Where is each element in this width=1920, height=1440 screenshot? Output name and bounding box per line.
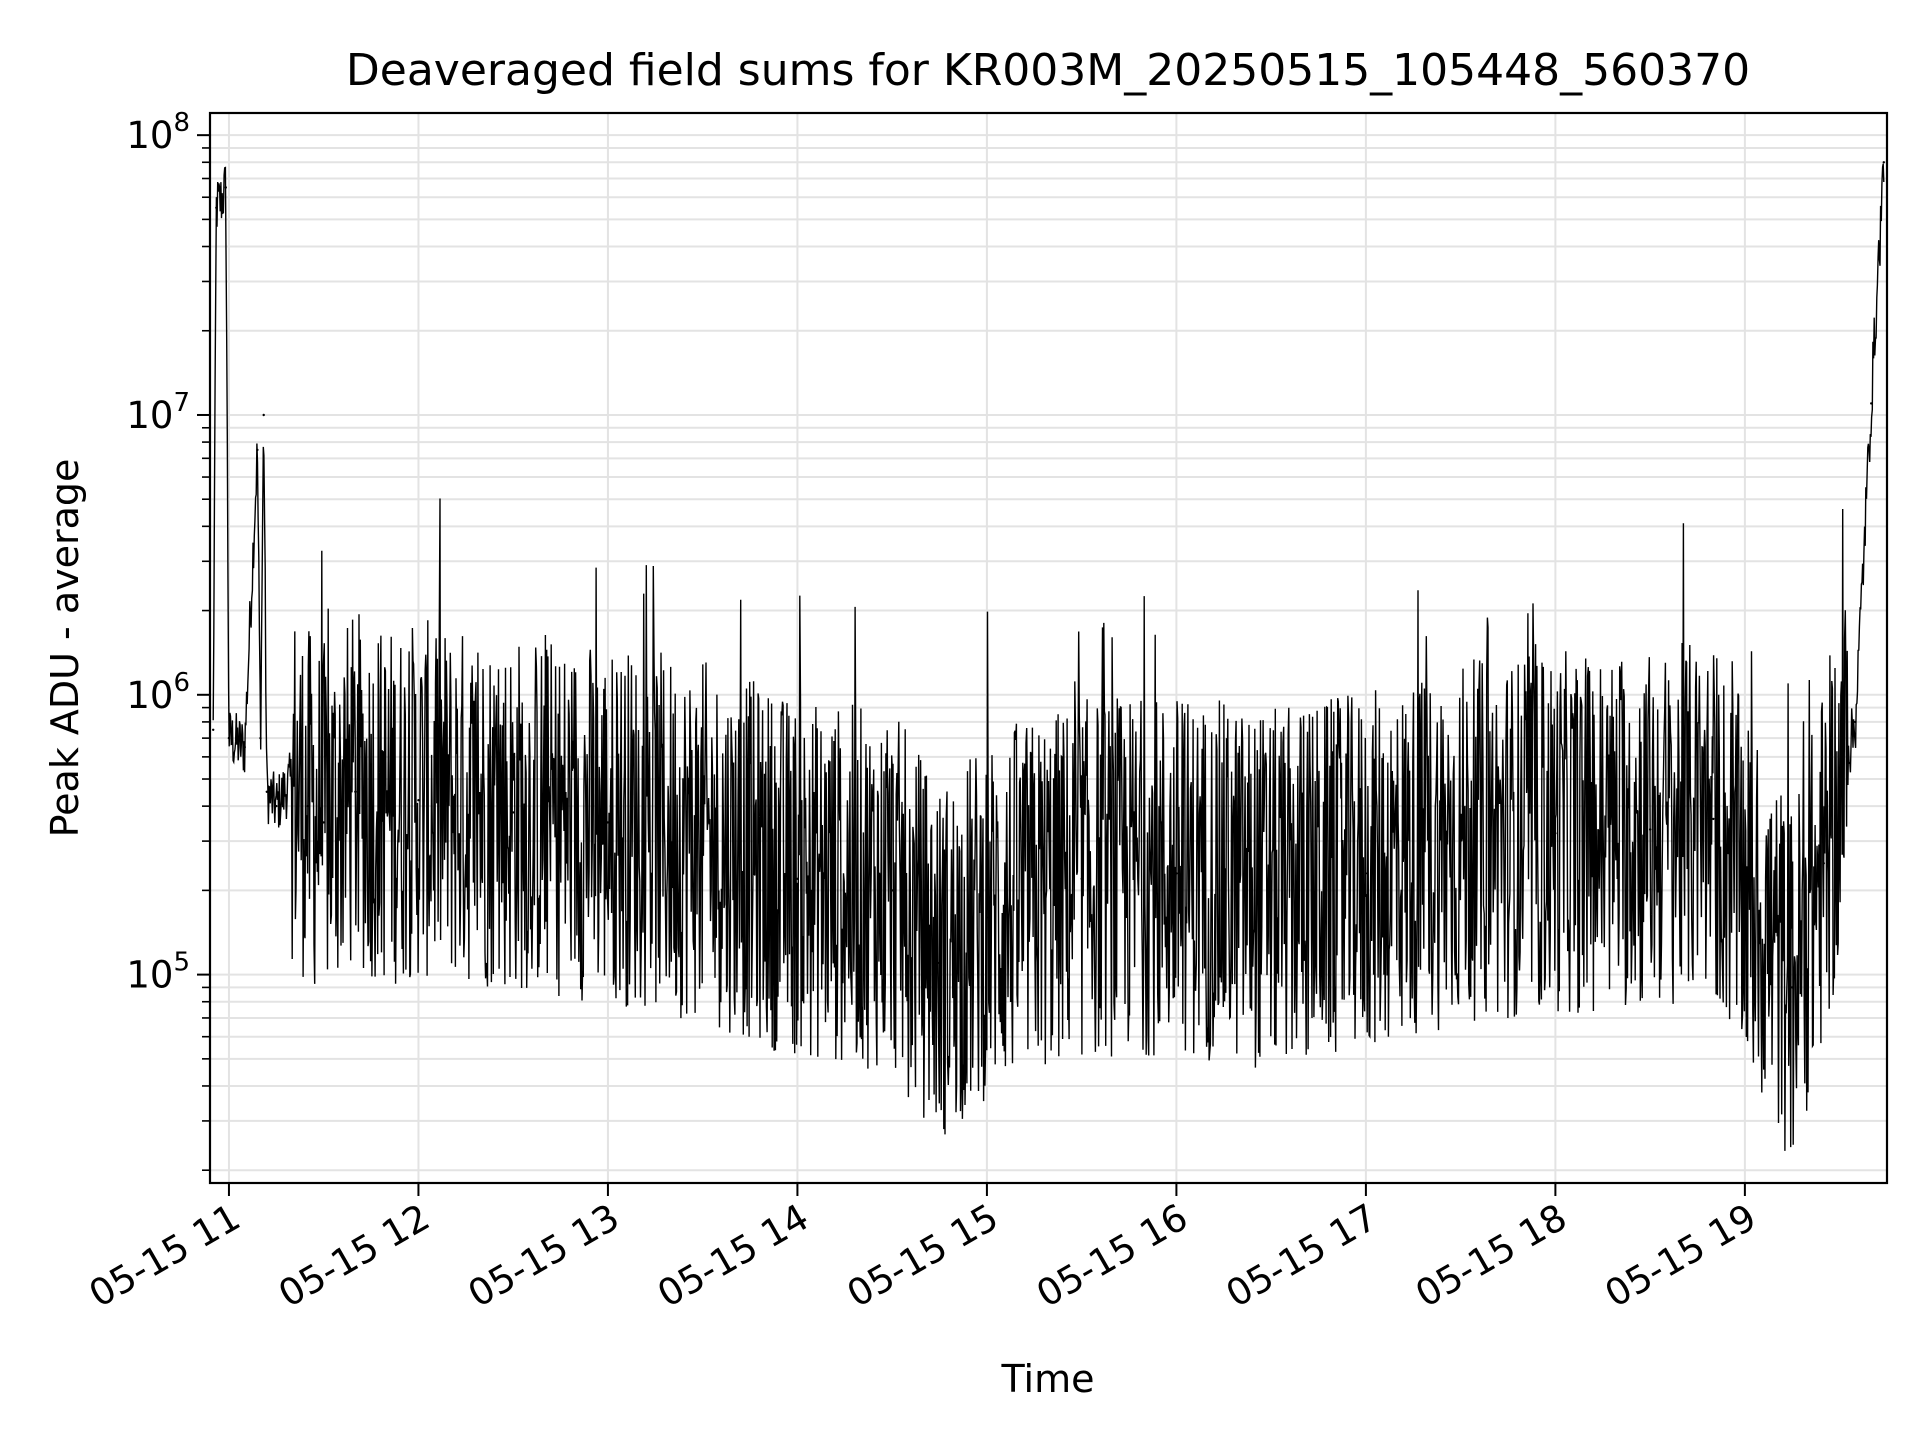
data-point xyxy=(1554,832,1557,835)
data-point xyxy=(1080,877,1083,880)
data-point xyxy=(1648,828,1652,831)
data-point xyxy=(243,745,246,749)
y-axis-label: Peak ADU - average xyxy=(43,459,87,838)
data-point xyxy=(259,736,262,740)
data-point xyxy=(985,916,989,919)
x-axis-label: Time xyxy=(1001,1357,1095,1401)
data-point xyxy=(701,839,704,843)
data-point xyxy=(322,821,325,824)
data-point xyxy=(606,821,610,824)
data-point xyxy=(265,790,268,793)
data-point xyxy=(224,186,227,189)
y-axis: 105 106 107 108 xyxy=(126,108,210,1171)
data-point xyxy=(796,877,799,880)
data-point xyxy=(262,413,265,417)
plot-frame xyxy=(208,111,1889,1185)
data-point xyxy=(290,777,294,781)
data-point xyxy=(891,889,894,892)
data-point xyxy=(938,961,941,965)
y-tick-label: 105 xyxy=(126,948,190,997)
chart-title: Deaveraged field sums for KR003M_2025051… xyxy=(346,45,1750,96)
data-point xyxy=(1870,402,1873,405)
data-point xyxy=(1822,862,1826,865)
data-point xyxy=(221,196,224,199)
data-point xyxy=(1791,986,1794,989)
data-point xyxy=(1175,872,1178,875)
data-point xyxy=(1270,889,1273,892)
data-point xyxy=(1743,889,1747,892)
data-point xyxy=(256,448,259,452)
data-point xyxy=(215,206,218,209)
data-point xyxy=(1854,720,1857,724)
data-point xyxy=(385,804,389,808)
data-point xyxy=(1364,872,1368,875)
data-point xyxy=(306,804,310,808)
data-point xyxy=(227,736,231,740)
data-point xyxy=(1459,839,1462,843)
data-point xyxy=(512,811,515,814)
data-point xyxy=(212,728,215,731)
data-point xyxy=(1712,817,1715,821)
data-point xyxy=(354,790,357,793)
y-tick-label: 106 xyxy=(126,668,190,717)
data-point xyxy=(275,804,278,808)
data-point xyxy=(1882,161,1886,164)
series-line xyxy=(212,163,1885,1151)
y-tick-label: 107 xyxy=(126,388,190,437)
data-point xyxy=(417,799,420,802)
y-tick-label: 108 xyxy=(126,108,190,157)
series-area xyxy=(212,161,1886,1151)
